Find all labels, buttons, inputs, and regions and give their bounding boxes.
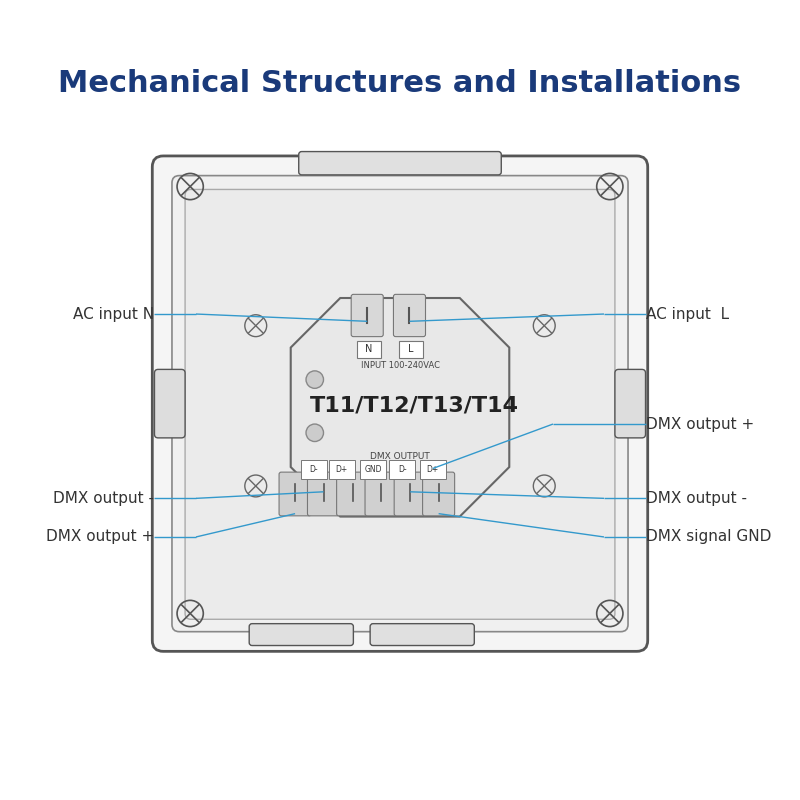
Text: DMX OUTPUT: DMX OUTPUT: [370, 451, 430, 461]
Text: AC input  L: AC input L: [646, 306, 729, 322]
Text: D-: D-: [398, 465, 406, 474]
Text: DMX output -: DMX output -: [54, 491, 154, 506]
FancyBboxPatch shape: [172, 176, 628, 632]
Text: DMX output +: DMX output +: [646, 417, 754, 431]
FancyBboxPatch shape: [370, 624, 474, 646]
FancyBboxPatch shape: [365, 472, 397, 516]
Text: DMX signal GND: DMX signal GND: [646, 530, 771, 545]
FancyBboxPatch shape: [337, 472, 369, 516]
FancyBboxPatch shape: [298, 151, 502, 175]
FancyBboxPatch shape: [389, 461, 415, 478]
Text: Mechanical Structures and Installations: Mechanical Structures and Installations: [58, 69, 742, 98]
FancyBboxPatch shape: [301, 461, 327, 478]
Polygon shape: [290, 298, 510, 517]
Text: L: L: [408, 344, 414, 354]
FancyBboxPatch shape: [185, 190, 615, 619]
Text: N: N: [366, 344, 373, 354]
FancyBboxPatch shape: [307, 472, 339, 516]
FancyBboxPatch shape: [394, 294, 426, 337]
Circle shape: [306, 371, 323, 388]
Text: GND: GND: [364, 465, 382, 474]
FancyBboxPatch shape: [360, 461, 386, 478]
FancyBboxPatch shape: [351, 294, 383, 337]
Text: DMX output -: DMX output -: [646, 491, 746, 506]
Text: AC input N: AC input N: [74, 306, 154, 322]
FancyBboxPatch shape: [154, 370, 185, 438]
FancyBboxPatch shape: [329, 461, 355, 478]
Text: DMX output +: DMX output +: [46, 530, 154, 545]
FancyBboxPatch shape: [279, 472, 311, 516]
FancyBboxPatch shape: [249, 624, 354, 646]
FancyBboxPatch shape: [615, 370, 646, 438]
FancyBboxPatch shape: [422, 472, 454, 516]
FancyBboxPatch shape: [152, 156, 648, 651]
Text: D-: D-: [310, 465, 318, 474]
FancyBboxPatch shape: [357, 341, 381, 358]
Text: T11/T12/T13/T14: T11/T12/T13/T14: [310, 396, 519, 416]
Text: INPUT 100-240VAC: INPUT 100-240VAC: [361, 361, 439, 370]
FancyBboxPatch shape: [420, 461, 446, 478]
Circle shape: [306, 424, 323, 442]
Text: D+: D+: [335, 465, 348, 474]
Text: D+: D+: [426, 465, 439, 474]
FancyBboxPatch shape: [394, 472, 426, 516]
FancyBboxPatch shape: [398, 341, 422, 358]
